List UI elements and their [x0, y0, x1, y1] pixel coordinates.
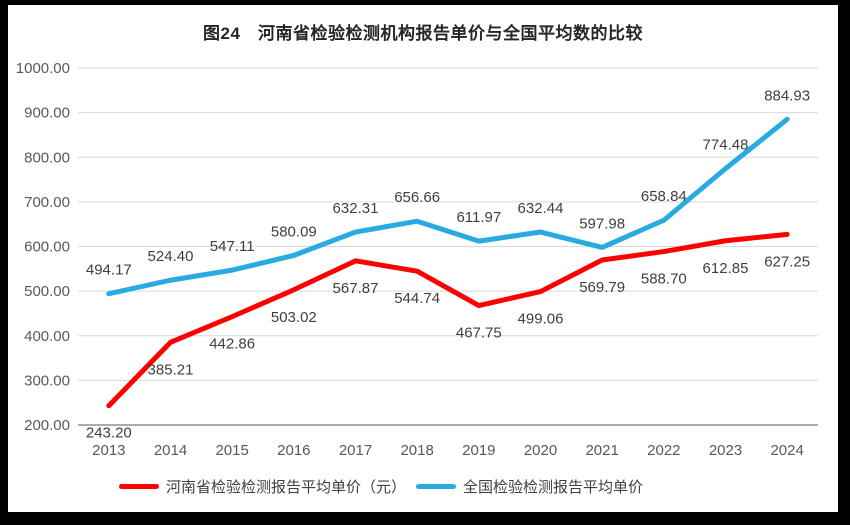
y-tick-label: 700.00 [24, 194, 70, 211]
series-line-1 [106, 116, 790, 297]
data-label-series-1: 524.40 [148, 248, 194, 265]
x-tick-label: 2023 [709, 442, 742, 459]
x-tick-label: 2013 [92, 442, 125, 459]
data-label-series-1: 632.44 [518, 200, 564, 217]
y-tick-label: 600.00 [24, 239, 70, 256]
y-tick-label: 800.00 [24, 149, 70, 166]
x-tick-label: 2024 [770, 442, 803, 459]
data-label-series-1: 884.93 [764, 87, 810, 104]
x-tick-label: 2015 [215, 442, 248, 459]
x-tick-label: 2022 [647, 442, 680, 459]
data-label-series-0: 467.75 [456, 325, 502, 342]
data-label-series-0: 385.21 [148, 361, 194, 378]
data-label-series-0: 612.85 [703, 260, 749, 277]
data-label-series-0: 588.70 [641, 271, 687, 288]
data-label-series-0: 569.79 [579, 279, 625, 296]
x-tick-label: 2016 [277, 442, 310, 459]
data-label-series-1: 774.48 [703, 137, 749, 154]
series-line-0 [106, 231, 790, 409]
y-tick-label: 300.00 [24, 372, 70, 389]
legend-item-national: 全国检验检测报告平均单价 [416, 476, 643, 497]
data-label-series-1: 494.17 [86, 262, 132, 279]
data-label-series-1: 580.09 [271, 223, 317, 240]
y-tick-label: 900.00 [24, 105, 70, 122]
legend-line-icon-henan [118, 484, 159, 489]
legend-label-national: 全国检验检测报告平均单价 [463, 479, 644, 496]
x-tick-label: 2021 [585, 442, 618, 459]
x-tick-label: 2020 [524, 442, 557, 459]
data-label-series-0: 499.06 [518, 311, 564, 328]
x-tick-label: 2017 [339, 442, 372, 459]
x-tick-label: 2018 [400, 442, 433, 459]
data-label-series-0: 627.25 [764, 253, 810, 270]
data-label-series-1: 656.66 [394, 189, 440, 206]
data-label-series-0: 243.20 [86, 425, 132, 442]
data-label-series-1: 658.84 [641, 188, 687, 205]
y-tick-label: 1000.00 [16, 60, 70, 77]
data-label-series-1: 632.31 [333, 200, 379, 217]
y-tick-label: 200.00 [24, 417, 70, 434]
legend-line-icon-national [416, 484, 456, 489]
legend: 河南省检验检测报告平均单价（元） 全国检验检测报告平均单价 [8, 476, 796, 497]
data-label-series-1: 611.97 [456, 209, 501, 226]
data-label-series-0: 544.74 [394, 290, 440, 307]
y-tick-label: 500.00 [24, 283, 70, 300]
data-label-series-0: 567.87 [333, 280, 379, 297]
x-tick-label: 2014 [154, 442, 187, 459]
legend-item-henan: 河南省检验检测报告平均单价（元） [118, 476, 406, 497]
data-label-series-1: 547.11 [210, 238, 255, 255]
chart-canvas: 200.00 300.00 400.00 500.00 600.00 700.00 800.… [16, 60, 818, 459]
chart-title: 图24 河南省检验检测机构报告单价与全国平均数的比较 [203, 24, 643, 43]
x-tick-label: 2019 [462, 442, 495, 459]
data-label-series-0: 503.02 [271, 309, 317, 326]
y-tick-label: 400.00 [24, 328, 70, 345]
data-label-series-1: 597.98 [579, 215, 625, 232]
legend-label-henan: 河南省检验检测报告平均单价（元） [165, 479, 406, 496]
data-label-series-0: 442.86 [209, 336, 255, 353]
